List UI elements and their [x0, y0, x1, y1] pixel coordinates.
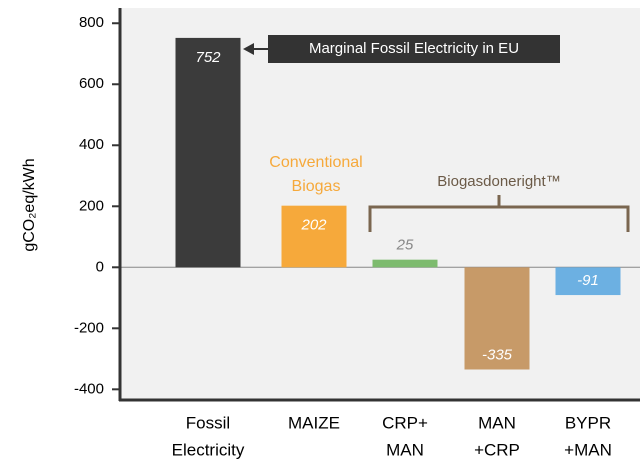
x-tick-label: Electricity	[172, 440, 245, 459]
value-label: 25	[396, 237, 414, 254]
x-tick-label: +MAN	[564, 440, 612, 459]
y-tick-label: 400	[79, 136, 104, 153]
y-tick-label: 800	[79, 14, 104, 31]
annotation: Biogas	[292, 178, 341, 195]
value-label: -335	[482, 346, 513, 363]
y-tick-label: 600	[79, 75, 104, 92]
bar	[175, 37, 241, 268]
y-tick-label: -200	[74, 319, 104, 336]
bar	[372, 259, 438, 268]
x-tick-label: MAIZE	[288, 413, 340, 432]
y-axis-title: gCO₂eq/kWh	[21, 158, 38, 251]
value-label: -91	[577, 272, 599, 289]
x-tick-label: Fossil	[186, 413, 230, 432]
annotation: Marginal Fossil Electricity in EU	[309, 40, 519, 57]
x-tick-label: MAN	[386, 440, 424, 459]
x-tick-label: CRP+	[382, 413, 428, 432]
x-tick-label: BYPR	[565, 413, 611, 432]
bar	[464, 267, 530, 370]
annotation: Biogasdoneright™	[437, 173, 560, 190]
arrow-head	[243, 43, 254, 55]
value-label: 752	[195, 49, 221, 66]
annotation-box	[268, 35, 560, 63]
y-tick-label: 0	[96, 258, 104, 275]
y-tick-label: -400	[74, 380, 104, 397]
value-label: 202	[300, 217, 327, 234]
bar	[281, 205, 347, 268]
x-tick-label: +CRP	[474, 440, 520, 459]
bracket	[368, 195, 630, 232]
x-tick-label: MAN	[478, 413, 516, 432]
annotation: Conventional	[269, 154, 362, 171]
y-tick-label: 200	[79, 197, 104, 214]
bar	[555, 267, 621, 296]
